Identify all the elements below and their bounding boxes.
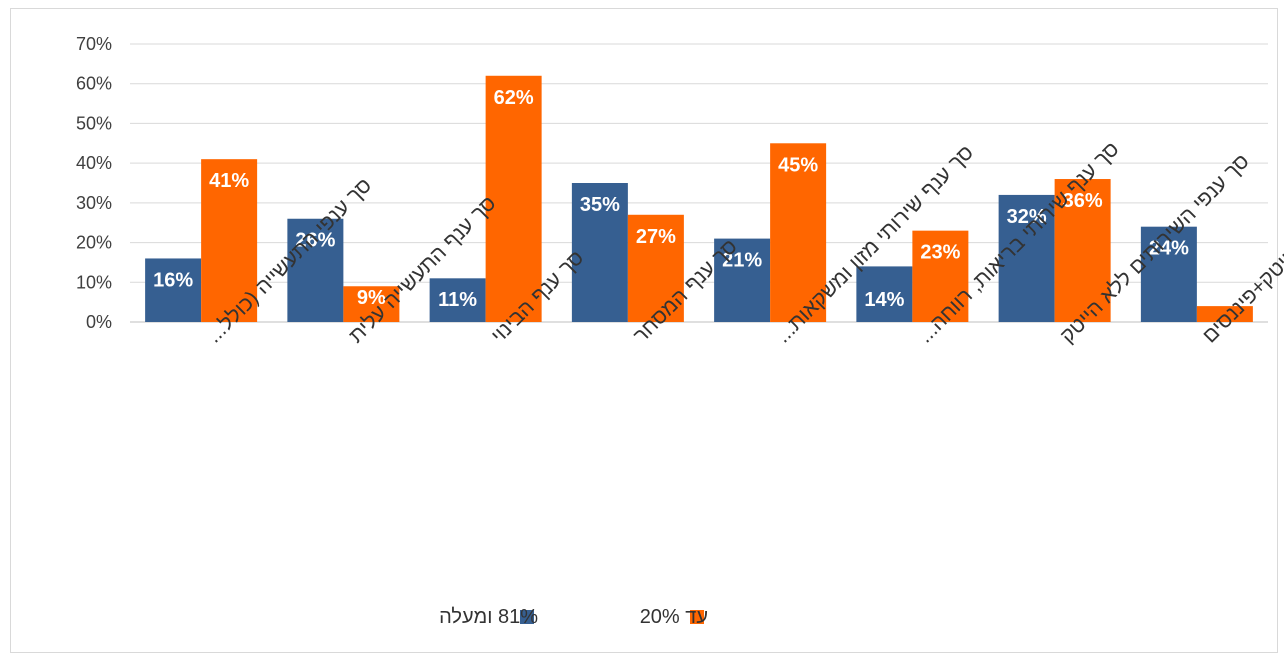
y-tick-label: 70% bbox=[76, 34, 112, 54]
legend-label: 81% ומעלה bbox=[439, 606, 538, 628]
category-label: סך ענף התעשייה עלית bbox=[345, 192, 501, 348]
data-label: 36% bbox=[1063, 190, 1103, 212]
data-labels: 16% 26% 11% 35% 21% 14% 32% 24% 41% 9% 62% 27% 45% 23… bbox=[153, 87, 1189, 311]
bar bbox=[627, 214, 684, 322]
bar bbox=[343, 286, 400, 322]
data-label: 62% bbox=[494, 87, 534, 109]
bar bbox=[1054, 179, 1111, 322]
bar bbox=[856, 266, 913, 322]
data-label: 45% bbox=[778, 154, 818, 176]
y-tick-label: 60% bbox=[76, 74, 112, 94]
data-label: 35% bbox=[580, 194, 620, 216]
data-label: 23% bbox=[920, 242, 960, 264]
bar bbox=[1196, 306, 1253, 322]
y-tick-label: 20% bbox=[76, 233, 112, 253]
y-tick-label: 0% bbox=[86, 312, 112, 332]
y-axis: 0% 10% 20% 30% 40% 50% 60% 70% bbox=[76, 34, 112, 332]
y-tick-label: 40% bbox=[76, 153, 112, 173]
bar bbox=[912, 230, 969, 322]
data-label: 11% bbox=[438, 289, 477, 311]
legend-swatch bbox=[520, 610, 534, 624]
legend: 81% ומעלה עד 20% bbox=[439, 606, 708, 628]
data-label: 24% bbox=[1149, 238, 1189, 260]
legend-label: עד 20% bbox=[640, 606, 708, 628]
data-label: 32% bbox=[1007, 206, 1047, 228]
bar bbox=[998, 194, 1055, 322]
bar bbox=[1140, 226, 1197, 322]
data-label: 14% bbox=[864, 289, 904, 311]
data-label: 21% bbox=[722, 250, 762, 272]
bar bbox=[145, 258, 202, 322]
y-tick-label: 30% bbox=[76, 193, 112, 213]
data-label: 16% bbox=[153, 269, 193, 291]
bar bbox=[201, 159, 258, 322]
legend-swatch bbox=[690, 610, 704, 624]
data-label: 41% bbox=[209, 170, 249, 192]
data-label: 26% bbox=[295, 230, 335, 252]
bar bbox=[770, 143, 827, 322]
y-tick-label: 10% bbox=[76, 272, 112, 292]
bars bbox=[145, 75, 1253, 323]
bar bbox=[714, 238, 771, 322]
data-label: 9% bbox=[357, 287, 386, 309]
bar bbox=[287, 218, 344, 322]
bar bbox=[485, 75, 542, 323]
y-tick-label: 50% bbox=[76, 113, 112, 133]
data-label: 27% bbox=[636, 226, 676, 248]
chart-frame bbox=[10, 8, 1278, 653]
bar bbox=[571, 183, 628, 322]
bar bbox=[429, 278, 486, 322]
